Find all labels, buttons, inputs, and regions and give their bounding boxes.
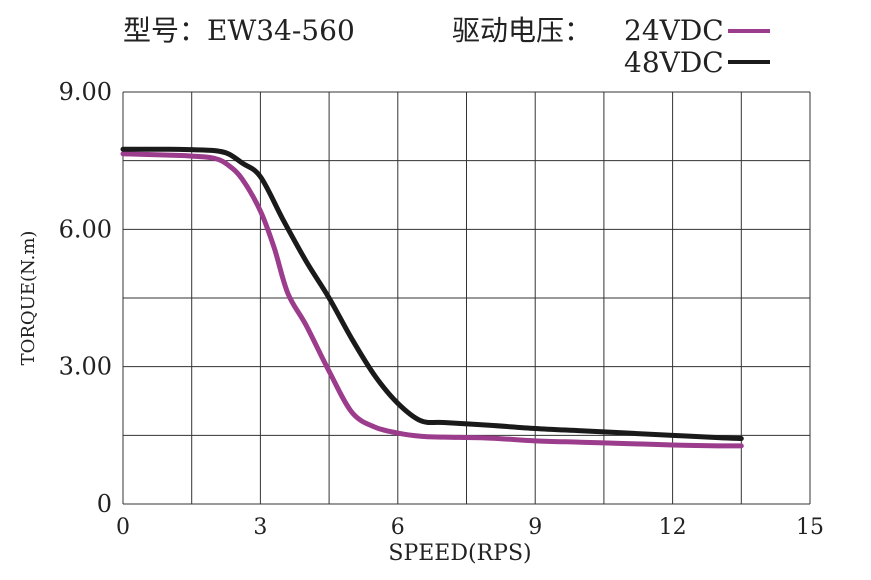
y-axis-label: TORQUE(N.m) bbox=[18, 231, 39, 366]
legend-title: 驱动电压： bbox=[452, 14, 592, 47]
x-axis-label: SPEED(RPS) bbox=[388, 541, 531, 566]
x-tick-label: 15 bbox=[796, 515, 824, 540]
y-tick-label: 3.00 bbox=[59, 353, 112, 381]
y-tick-label: 0 bbox=[97, 490, 112, 518]
series-line-48vdc bbox=[120, 146, 744, 442]
chart-title: 型号：EW34-560 bbox=[123, 14, 355, 47]
x-tick-labels: 0 3 6 9 12 15 bbox=[116, 515, 824, 540]
y-tick-labels: 0 3.00 6.00 9.00 bbox=[59, 78, 112, 518]
x-tick-label: 12 bbox=[659, 515, 687, 540]
series-line-24vdc bbox=[120, 151, 744, 449]
legend: 24VDC 48VDC bbox=[624, 14, 770, 79]
x-tick-label: 0 bbox=[116, 515, 130, 540]
legend-label-48vdc: 48VDC bbox=[624, 46, 724, 79]
x-tick-label: 6 bbox=[391, 515, 405, 540]
legend-label-24vdc: 24VDC bbox=[624, 14, 724, 47]
x-tick-label: 9 bbox=[528, 515, 542, 540]
x-tick-label: 3 bbox=[253, 515, 267, 540]
y-tick-label: 9.00 bbox=[59, 78, 112, 106]
y-tick-label: 6.00 bbox=[59, 215, 112, 243]
series-lines bbox=[120, 146, 744, 449]
